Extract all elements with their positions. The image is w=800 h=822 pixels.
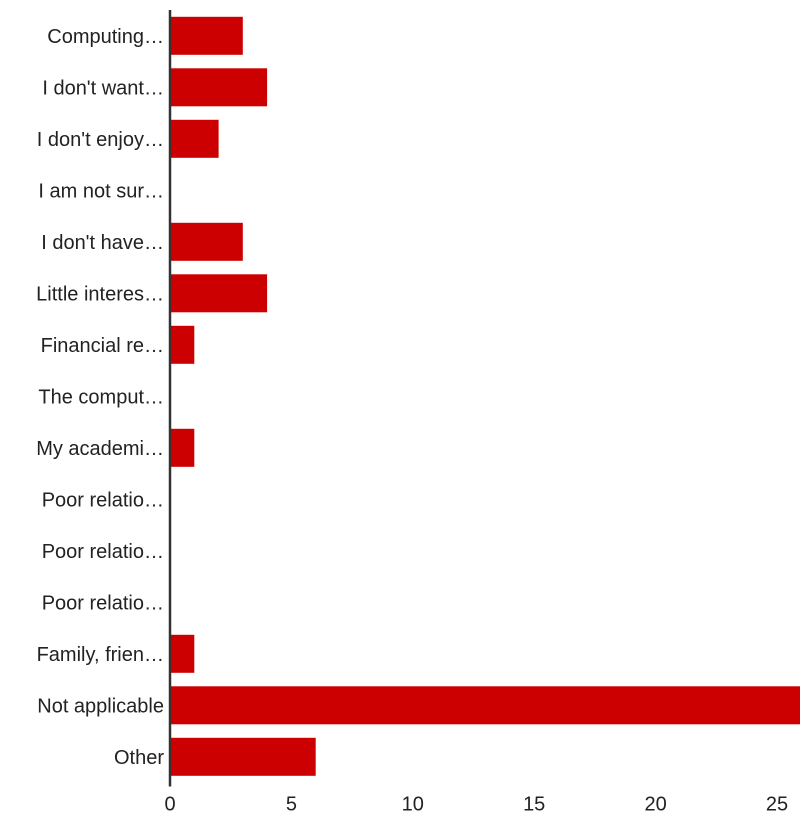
- x-tick-label: 0: [164, 794, 175, 816]
- bar: [170, 428, 195, 467]
- x-tick-label: 15: [523, 794, 545, 816]
- category-label: I don't enjoy…: [37, 129, 164, 151]
- category-label: I am not sur…: [38, 180, 164, 202]
- x-tick-label: 5: [286, 794, 297, 816]
- category-label: Poor relatio…: [42, 541, 164, 563]
- x-tick-label: 25: [766, 794, 788, 816]
- category-label: Poor relatio…: [42, 489, 164, 511]
- x-tick-label: 10: [402, 794, 424, 816]
- bar: [170, 119, 219, 158]
- x-tick-label: 20: [644, 794, 666, 816]
- bar: [170, 68, 268, 107]
- category-label: Other: [114, 747, 164, 769]
- category-label: Little interes…: [36, 283, 164, 305]
- bar: [170, 686, 800, 725]
- category-label: I don't have…: [41, 232, 164, 254]
- category-label: Computing…: [47, 26, 164, 48]
- bar: [170, 16, 243, 55]
- category-label: Family, frien…: [37, 644, 164, 666]
- category-label: Poor relatio…: [42, 592, 164, 614]
- bar: [170, 222, 243, 261]
- bar: [170, 325, 195, 364]
- category-label: Not applicable: [37, 695, 164, 717]
- category-label: I don't want…: [42, 77, 164, 99]
- bar: [170, 737, 316, 776]
- x-tick-labels: 0 5 10 15 20 25: [164, 794, 788, 816]
- category-labels: Computing… I don't want… I don't enjoy… I a…: [36, 26, 164, 769]
- category-label: The comput…: [38, 386, 164, 408]
- category-label: My academi…: [36, 438, 164, 460]
- category-label: Financial re…: [41, 335, 164, 357]
- bar: [170, 274, 268, 313]
- bars-layer: [170, 16, 800, 776]
- bar: [170, 634, 195, 673]
